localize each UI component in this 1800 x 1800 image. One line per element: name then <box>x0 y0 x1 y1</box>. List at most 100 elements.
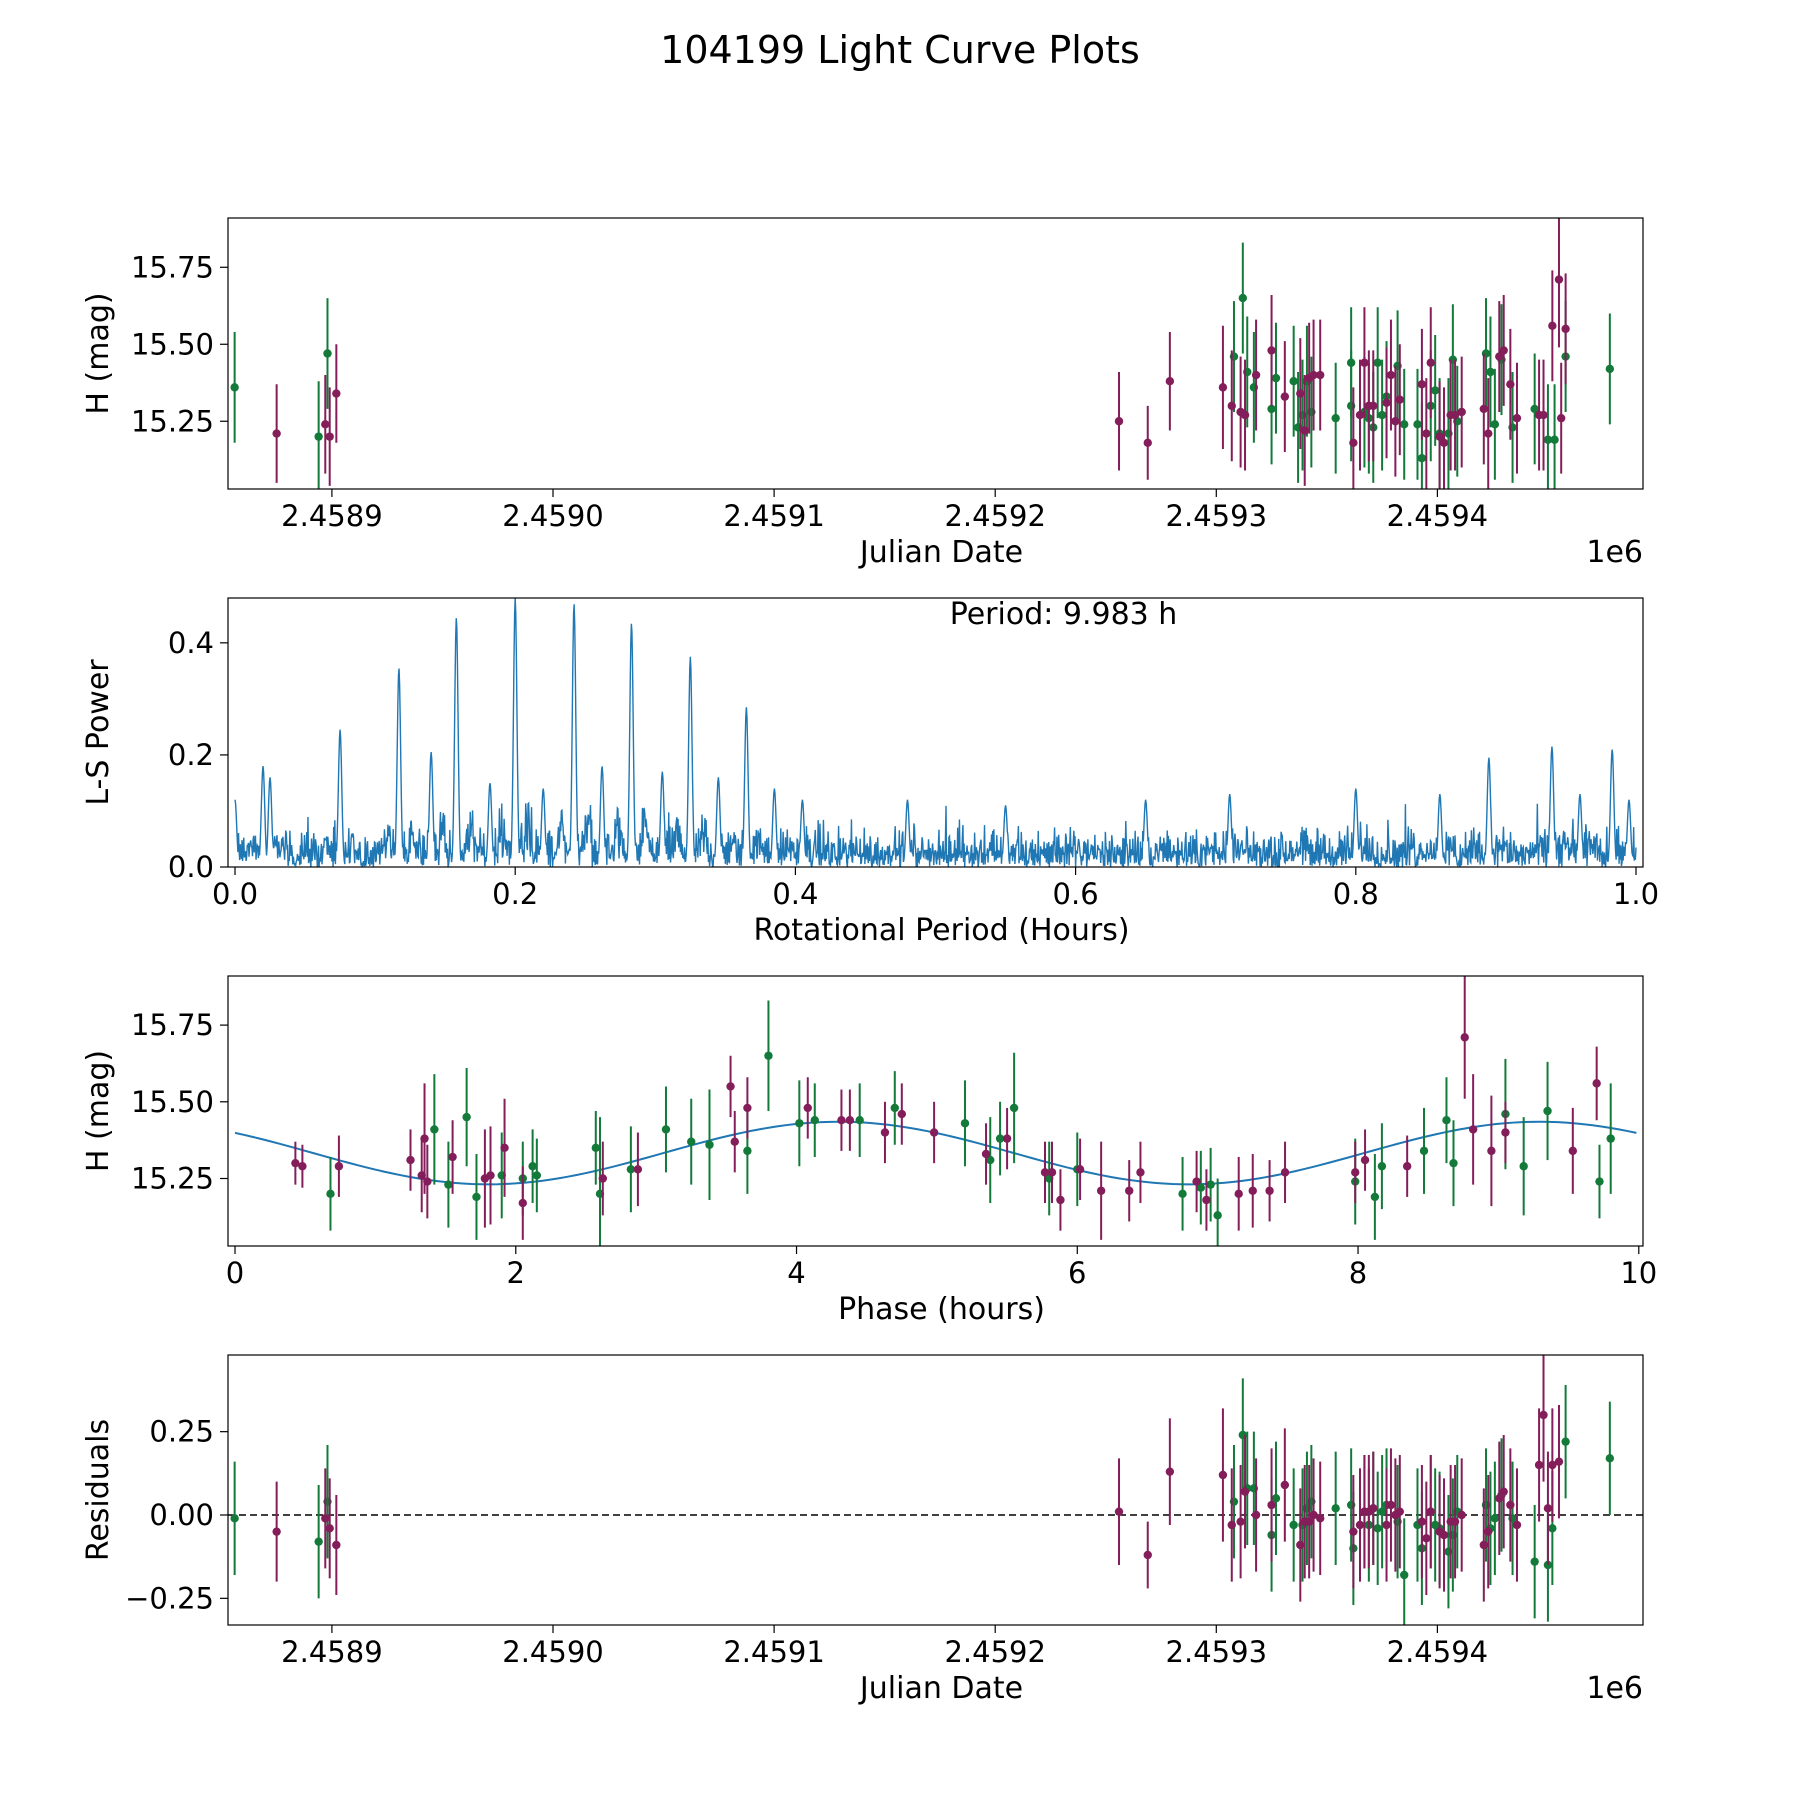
data-point <box>1218 1470 1228 1480</box>
data-point <box>1280 1480 1290 1490</box>
data-point <box>1234 1189 1243 1199</box>
data-point <box>1289 1520 1298 1530</box>
data-point <box>1355 410 1365 420</box>
data-point <box>1296 389 1305 398</box>
x-tick-label: 4 <box>787 1256 805 1290</box>
data-point <box>1499 1487 1508 1496</box>
data-point <box>1096 1186 1106 1195</box>
data-point <box>1450 1517 1460 1526</box>
data-point <box>1484 1527 1493 1536</box>
data-point <box>1490 420 1500 429</box>
x-tick-label: 8 <box>1349 1256 1367 1290</box>
data-point <box>1435 432 1444 441</box>
data-point <box>1196 1183 1206 1192</box>
data-point <box>1240 1487 1250 1496</box>
data-point <box>1165 1467 1175 1476</box>
data-point <box>726 1082 735 1091</box>
data-point <box>1218 383 1228 392</box>
data-point <box>272 1527 281 1536</box>
data-point <box>314 1537 323 1546</box>
x-axis-label: Rotational Period (Hours) <box>753 913 1129 948</box>
data-point <box>1395 395 1404 404</box>
data-point <box>1439 1530 1449 1540</box>
data-point <box>321 1514 330 1523</box>
data-point <box>486 1171 495 1180</box>
data-point <box>1178 1189 1187 1199</box>
data-point <box>1369 401 1378 411</box>
data-point <box>1125 1186 1134 1195</box>
data-point <box>1543 1106 1552 1116</box>
data-point <box>1386 370 1396 380</box>
data-point <box>1331 413 1340 423</box>
x-offset-label: 1e6 <box>1586 535 1643 570</box>
data-point <box>326 1189 335 1199</box>
x-tick-label: 1.0 <box>1613 877 1659 911</box>
data-point <box>1075 1165 1085 1174</box>
x-tick-label: 0.4 <box>772 877 818 911</box>
data-point <box>462 1112 471 1122</box>
data-point <box>1422 1534 1431 1543</box>
data-point <box>1271 1494 1281 1503</box>
data-point <box>1280 392 1290 401</box>
data-point <box>1490 1514 1500 1523</box>
data-point <box>880 1128 890 1137</box>
x-tick-label: 0.0 <box>212 877 258 911</box>
data-point <box>1592 1079 1601 1088</box>
data-point <box>1595 1177 1604 1186</box>
data-point <box>1267 346 1276 355</box>
data-point <box>1271 373 1281 383</box>
data-point <box>1192 1177 1201 1186</box>
data-point <box>837 1116 846 1125</box>
data-point <box>897 1109 907 1119</box>
data-point <box>1400 1570 1409 1580</box>
data-point <box>230 1514 239 1523</box>
data-point <box>1360 358 1369 367</box>
data-point <box>1240 410 1250 420</box>
x-tick-label: 2.4594 <box>1387 1635 1488 1669</box>
data-point <box>1202 1195 1211 1205</box>
data-point <box>272 429 281 438</box>
x-tick-label: 2.4589 <box>281 1635 382 1669</box>
data-point <box>1331 1504 1340 1513</box>
data-point <box>1265 1186 1274 1195</box>
data-point <box>1114 417 1124 426</box>
x-tick-label: 0.2 <box>492 877 538 911</box>
data-point <box>1442 1116 1451 1125</box>
data-point <box>230 383 239 392</box>
data-point <box>1395 1507 1404 1516</box>
data-point <box>661 1125 671 1134</box>
y-tick-label: 15.75 <box>131 250 214 284</box>
data-point <box>764 1051 773 1060</box>
data-point <box>1417 454 1427 463</box>
data-point <box>1606 1134 1615 1143</box>
data-point <box>1227 1520 1236 1530</box>
data-point <box>626 1165 636 1174</box>
x-tick-label: 0.6 <box>1053 877 1099 911</box>
y-tick-label: 0.4 <box>168 626 214 660</box>
y-tick-label: 0.25 <box>149 1415 214 1449</box>
data-point <box>1548 1524 1557 1533</box>
x-tick-label: 2.4592 <box>944 499 1045 533</box>
power-spectrum-line <box>234 598 1637 867</box>
data-point <box>1422 429 1431 438</box>
x-tick-label: 2.4593 <box>1166 1635 1267 1669</box>
y-tick-label: 15.25 <box>131 1162 214 1196</box>
data-point <box>1484 429 1493 438</box>
data-point <box>1143 438 1152 448</box>
period-annotation: Period: 9.983 h <box>950 597 1178 632</box>
panel-phased-curve: 0 2 4 6 8 10 15.25 15.50 15.75 Phase (hours) H (ma… <box>81 975 1657 1327</box>
plot-area <box>234 598 1637 867</box>
data-point <box>1009 1103 1019 1113</box>
x-tick-label: 6 <box>1068 1256 1086 1290</box>
x-tick-label: 0 <box>226 1256 244 1290</box>
data-point <box>1238 293 1248 303</box>
data-point <box>1373 358 1382 367</box>
data-point <box>960 1119 970 1128</box>
data-point <box>986 1155 995 1165</box>
data-point <box>1316 370 1325 380</box>
data-point <box>687 1137 696 1146</box>
data-point <box>1419 1146 1429 1156</box>
x-tick-label: 2.4589 <box>281 499 382 533</box>
data-point <box>1548 321 1557 330</box>
data-point <box>1457 407 1466 417</box>
